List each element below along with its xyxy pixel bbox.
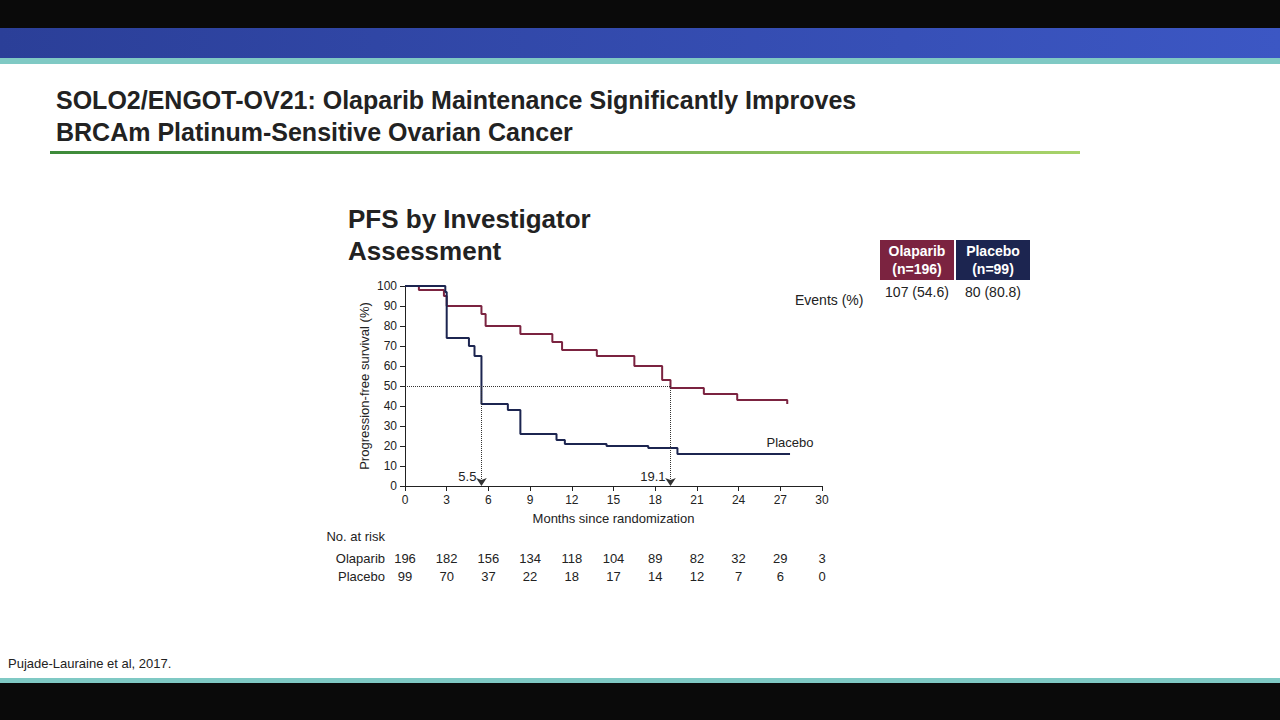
svg-text:30: 30 [384,419,398,433]
svg-text:10: 10 [384,459,398,473]
html-text:Olaparib: Olaparib [888,243,946,259]
svg-text:30: 30 [815,493,829,507]
html-text:Pujade-Lauraine et al, 2017.: Pujade-Lauraine et al, 2017. [8,656,172,671]
svg-text:104: 104 [603,551,625,566]
svg-text:134: 134 [519,551,541,566]
svg-text:12: 12 [690,569,704,584]
svg-text:27: 27 [774,493,788,507]
svg-text:3: 3 [443,493,450,507]
html-text:107 (54.6): 107 (54.6) [885,284,949,300]
svg-text:9: 9 [527,493,534,507]
svg-text:20: 20 [384,439,398,453]
svg-text:19.1: 19.1 [640,469,665,484]
svg-text:Months since randomization: Months since randomization [533,511,695,526]
svg-text:17: 17 [606,569,620,584]
svg-text:99: 99 [398,569,412,584]
svg-text:7: 7 [735,569,742,584]
svg-text:5.5: 5.5 [458,469,476,484]
svg-text:80: 80 [384,319,398,333]
svg-text:32: 32 [731,551,745,566]
svg-text:0: 0 [402,493,409,507]
svg-text:182: 182 [436,551,458,566]
svg-text:0: 0 [818,569,825,584]
svg-text:Progression-free survival (%): Progression-free survival (%) [357,302,372,470]
svg-text:50: 50 [384,379,398,393]
svg-text:6: 6 [485,493,492,507]
svg-text:70: 70 [439,569,453,584]
svg-text:22: 22 [523,569,537,584]
svg-text:PFS by Investigator: PFS by Investigator [348,204,598,234]
html-text:SOLO2/ENGOT-OV21: Olaparib Mai: SOLO2/ENGOT-OV21: Olaparib Maintenance S… [56,86,857,114]
html-text:80 (80.8): 80 (80.8) [965,284,1021,300]
html-text:Events (%): Events (%) [795,292,864,308]
svg-text:100: 100 [377,279,397,293]
html-text:Placebo: Placebo [966,243,1020,259]
svg-text:89: 89 [648,551,662,566]
html-text:BRCAm Platinum-Sensitive Ovari: BRCAm Platinum-Sensitive Ovarian Cancer [56,118,573,146]
svg-text:0: 0 [390,479,397,493]
svg-text:196: 196 [394,551,416,566]
svg-text:70: 70 [384,339,398,353]
html-text:(n=99): (n=99) [972,261,1014,277]
svg-text:24: 24 [732,493,746,507]
svg-text:21: 21 [690,493,704,507]
svg-text:40: 40 [384,399,398,413]
svg-text:Placebo: Placebo [338,569,385,584]
svg-text:6: 6 [777,569,784,584]
svg-text:18: 18 [565,569,579,584]
svg-text:Placebo: Placebo [767,435,814,450]
svg-text:29: 29 [773,551,787,566]
svg-text:No. at risk: No. at risk [326,529,385,544]
svg-text:12: 12 [565,493,579,507]
svg-text:3: 3 [818,551,825,566]
svg-text:118: 118 [561,551,582,566]
svg-text:Assessment: Assessment [348,236,502,266]
svg-text:82: 82 [690,551,704,566]
svg-text:37: 37 [481,569,495,584]
svg-text:90: 90 [384,299,398,313]
svg-text:15: 15 [607,493,621,507]
svg-text:60: 60 [384,359,398,373]
svg-text:Olaparib: Olaparib [336,551,385,566]
svg-text:18: 18 [649,493,663,507]
svg-text:156: 156 [478,551,500,566]
svg-text:14: 14 [648,569,662,584]
html-text:(n=196): (n=196) [892,261,942,277]
